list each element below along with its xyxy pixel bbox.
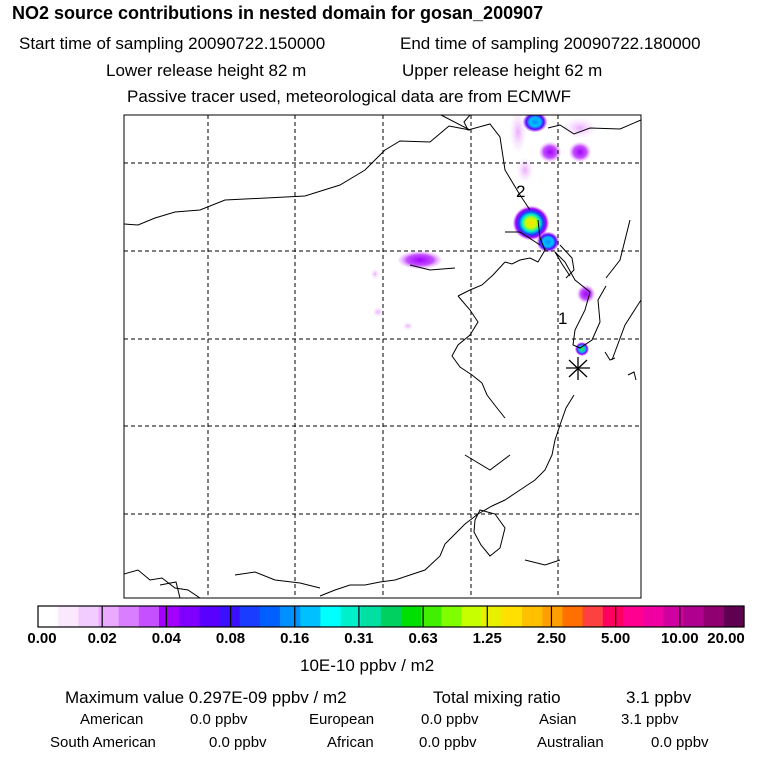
colorbar-cell (159, 606, 180, 627)
graticule (124, 115, 641, 598)
colorbar-cell (401, 606, 422, 627)
colorbar-cell (622, 606, 644, 627)
colorbar-cell (300, 606, 321, 627)
colorbar-ticks (101, 606, 681, 627)
region-australian-name: Australian (537, 734, 604, 751)
colorbar-cell (340, 606, 362, 627)
region-south-american-value: 0.0 ppbv (209, 734, 267, 751)
colorbar-cell (259, 606, 281, 627)
colorbar-cell (199, 606, 221, 627)
colorbar-label: 20.00 (707, 630, 745, 647)
colorbar-label: 5.00 (601, 630, 631, 647)
colorbar-cell (562, 606, 584, 627)
colorbar-cell (683, 606, 705, 627)
colorbar-cell (118, 606, 140, 627)
colorbar-cell (38, 606, 59, 627)
colorbar-cell (643, 606, 664, 627)
colorbar-cell (380, 606, 402, 627)
colorbar-label: 0.16 (280, 630, 310, 647)
colorbar-cell (461, 606, 483, 627)
colorbar-cell (280, 606, 301, 627)
colorbar-cell (239, 606, 261, 627)
region-african-value: 0.0 ppbv (419, 734, 477, 751)
colorbar-cell (360, 606, 382, 627)
colorbar-cell (481, 606, 503, 627)
colorbar-label: 0.04 (151, 630, 181, 647)
colorbar-cell (663, 606, 685, 627)
colorbar-cell (320, 606, 342, 627)
region-asian-name: Asian (539, 711, 577, 728)
colorbar-cell (723, 606, 745, 627)
region-australian-value: 0.0 ppbv (651, 734, 709, 751)
lower-release-height: Lower release height 82 m (106, 61, 307, 80)
colorbar-label: 10.00 (661, 630, 699, 647)
colorbar-cell (58, 606, 79, 627)
total-mixing-value: 3.1 ppbv (626, 688, 692, 707)
tracer-note: Passive tracer used, meteorological data… (127, 87, 572, 106)
upper-release-height: Upper release height 62 m (402, 61, 603, 80)
map-frame (123, 114, 642, 599)
coastlines (124, 115, 641, 598)
colorbar-cell (602, 606, 624, 627)
colorbar-units: 10E-10 ppbv / m2 (300, 656, 435, 675)
colorbar-cell (582, 606, 604, 627)
colorbar-label: 0.00 (27, 630, 57, 647)
max-value: Maximum value 0.297E-09 ppbv / m2 (65, 688, 347, 707)
asterisk-icon (566, 357, 590, 380)
marker-label-2: 2 (516, 182, 526, 201)
colorbar-cell (78, 606, 100, 627)
marker-label-1: 1 (558, 309, 568, 328)
colorbar-cell (179, 606, 200, 627)
colorbar-cell (441, 606, 463, 627)
chart-title: NO2 source contributions in nested domai… (12, 3, 544, 23)
colorbar (38, 606, 745, 627)
colorbar-cell (542, 606, 564, 627)
region-asian-value: 3.1 ppbv (621, 711, 679, 728)
colorbar-cell (138, 606, 160, 627)
colorbar-frame (37, 605, 745, 628)
colorbar-label: 0.31 (344, 630, 374, 647)
region-african-name: African (327, 734, 374, 751)
region-european-value: 0.0 ppbv (421, 711, 479, 728)
total-mixing-label: Total mixing ratio (433, 688, 561, 707)
region-south-american-name: South American (50, 734, 156, 751)
start-time: Start time of sampling 20090722.150000 (19, 34, 326, 53)
colorbar-cell (522, 606, 543, 627)
region-american-name: American (80, 711, 144, 728)
colorbar-cell (219, 606, 241, 627)
colorbar-label: 0.63 (408, 630, 438, 647)
region-american-value: 0.0 ppbv (190, 711, 248, 728)
colorbar-label: 0.02 (87, 630, 117, 647)
colorbar-cell (703, 606, 725, 627)
colorbar-label: 0.08 (215, 630, 246, 647)
colorbar-cell (501, 606, 523, 627)
concentration-plume (371, 115, 596, 356)
colorbar-cell (421, 606, 443, 627)
colorbar-cell (98, 606, 120, 627)
end-time: End time of sampling 20090722.180000 (400, 34, 701, 53)
colorbar-label: 2.50 (536, 630, 567, 647)
region-european-name: European (309, 711, 375, 728)
colorbar-label: 1.25 (472, 630, 502, 647)
